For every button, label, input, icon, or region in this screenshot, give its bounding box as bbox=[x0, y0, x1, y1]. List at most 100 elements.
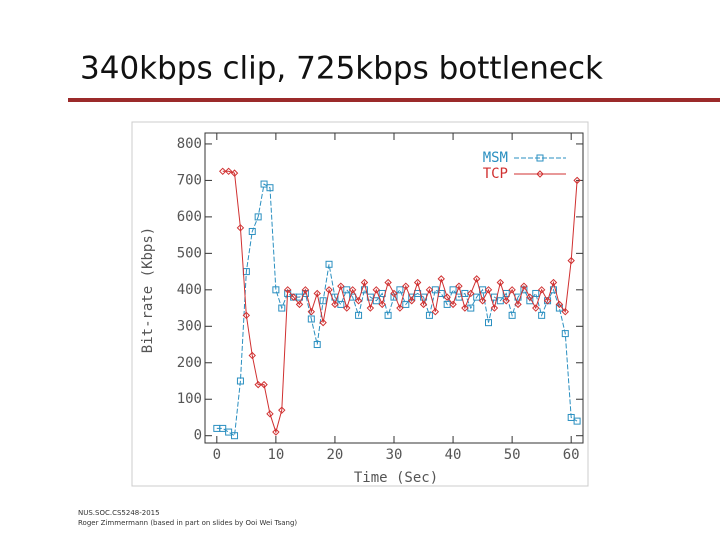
data-point bbox=[567, 256, 575, 265]
y-tick-label: 800 bbox=[177, 136, 202, 152]
data-point bbox=[485, 319, 492, 327]
slide-title: 340kbps clip, 725kbps bottleneck bbox=[80, 51, 603, 87]
data-point bbox=[431, 307, 440, 316]
data-point bbox=[266, 410, 274, 418]
data-point bbox=[532, 304, 540, 312]
y-tick-label: 100 bbox=[177, 391, 202, 407]
data-point bbox=[425, 286, 434, 294]
data-point bbox=[372, 297, 380, 305]
data-point bbox=[390, 289, 398, 298]
data-point bbox=[219, 167, 227, 176]
data-point bbox=[425, 311, 433, 319]
data-point bbox=[313, 341, 321, 349]
data-point bbox=[413, 278, 422, 287]
data-point bbox=[278, 406, 286, 414]
data-point bbox=[378, 300, 386, 309]
data-point bbox=[295, 300, 304, 309]
legend-marker bbox=[536, 170, 544, 178]
data-point bbox=[502, 289, 510, 297]
data-point bbox=[543, 297, 552, 305]
data-point bbox=[260, 380, 268, 389]
x-tick-label: 0 bbox=[213, 447, 221, 463]
x-axis-label: Time (Sec) bbox=[354, 470, 438, 486]
data-point bbox=[567, 413, 575, 421]
data-point bbox=[307, 307, 316, 316]
data-point bbox=[437, 275, 445, 283]
data-point bbox=[372, 286, 380, 294]
data-point bbox=[354, 297, 363, 305]
legend-label: TCP bbox=[483, 166, 508, 182]
data-point bbox=[396, 286, 404, 294]
chart-frame bbox=[131, 121, 589, 487]
data-point bbox=[230, 169, 239, 177]
data-point bbox=[561, 330, 569, 338]
data-point bbox=[402, 282, 410, 290]
y-tick-label: 700 bbox=[177, 172, 202, 188]
series-line bbox=[222, 170, 578, 434]
data-point bbox=[484, 286, 493, 294]
data-point bbox=[549, 278, 558, 287]
data-point bbox=[319, 297, 327, 305]
data-point bbox=[225, 428, 233, 436]
y-tick-label: 600 bbox=[177, 209, 202, 225]
data-point bbox=[449, 300, 457, 309]
data-point bbox=[331, 300, 339, 309]
data-point bbox=[224, 167, 233, 176]
data-point bbox=[307, 315, 315, 323]
data-point bbox=[242, 311, 251, 320]
data-point bbox=[236, 377, 244, 385]
data-point bbox=[520, 282, 528, 290]
x-tick-label: 40 bbox=[445, 447, 462, 463]
data-point bbox=[360, 278, 369, 287]
data-point bbox=[254, 213, 262, 221]
data-point bbox=[538, 311, 546, 319]
data-point bbox=[467, 289, 475, 298]
data-point bbox=[219, 424, 227, 432]
data-point bbox=[396, 304, 404, 312]
data-point bbox=[272, 286, 280, 294]
y-tick-label: 500 bbox=[177, 245, 202, 261]
data-point bbox=[496, 278, 505, 287]
data-point bbox=[384, 311, 392, 319]
data-point bbox=[319, 318, 327, 327]
footer-line: Roger Zimmermann (based in part on slide… bbox=[78, 519, 297, 527]
data-point bbox=[473, 293, 481, 301]
y-tick-label: 300 bbox=[177, 318, 202, 334]
data-point bbox=[478, 297, 487, 305]
x-tick-label: 50 bbox=[504, 447, 521, 463]
data-point bbox=[236, 224, 245, 232]
data-point bbox=[301, 286, 310, 294]
data-point bbox=[508, 311, 516, 319]
data-point bbox=[248, 227, 256, 235]
y-axis-label: Bit-rate (Kbps) bbox=[140, 227, 156, 353]
x-tick-label: 20 bbox=[327, 447, 344, 463]
data-point bbox=[266, 184, 274, 192]
data-point bbox=[555, 300, 564, 309]
data-point bbox=[514, 300, 522, 309]
data-point bbox=[355, 311, 363, 319]
legend-label: MSM bbox=[483, 150, 508, 166]
data-point bbox=[549, 286, 557, 294]
data-point bbox=[537, 286, 546, 294]
data-point bbox=[526, 293, 534, 301]
data-point bbox=[455, 282, 463, 290]
data-point bbox=[283, 286, 292, 294]
data-point bbox=[561, 307, 569, 316]
data-point bbox=[272, 428, 280, 436]
data-point bbox=[278, 304, 286, 312]
data-point bbox=[490, 304, 499, 312]
data-point bbox=[248, 351, 256, 360]
data-point bbox=[325, 286, 333, 294]
data-point bbox=[532, 289, 540, 297]
y-tick-label: 400 bbox=[177, 282, 202, 298]
data-point bbox=[419, 300, 428, 309]
data-point bbox=[443, 293, 451, 301]
data-point bbox=[472, 275, 481, 283]
data-point bbox=[573, 417, 581, 425]
data-point bbox=[384, 278, 392, 287]
title-rule bbox=[68, 98, 720, 102]
data-point bbox=[502, 297, 510, 305]
x-tick-label: 10 bbox=[267, 447, 284, 463]
data-point bbox=[289, 293, 298, 301]
